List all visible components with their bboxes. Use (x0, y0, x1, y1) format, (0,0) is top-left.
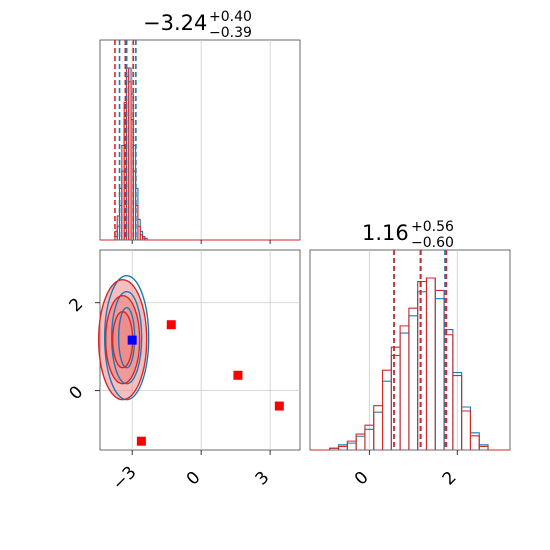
ytick-label-param-2: 0 (66, 382, 88, 404)
xtick-label-param-2: 0 (351, 468, 373, 490)
contour-line-blue (103, 274, 150, 401)
contour-line-red (97, 278, 148, 401)
title-param-1-median: −3.24 (143, 11, 207, 35)
panel-bottom-right-frame (309, 249, 511, 451)
marker-square (136, 436, 146, 446)
marker-square (166, 320, 176, 330)
hist-param-1-red (100, 67, 300, 241)
contour-line-red (104, 294, 141, 385)
xtick-label-param-1: 3 (252, 468, 274, 490)
hist-param-2-red (310, 277, 510, 451)
hist-param-2-blue (310, 277, 510, 451)
xtick-label-param-1: −3 (109, 463, 141, 495)
title-param-1-plus: +0.40 (209, 9, 252, 25)
xtick-label-param-2: 2 (439, 468, 461, 490)
contour-fill-red (112, 311, 133, 368)
title-param-2: 1.16 +0.56 −0.60 (362, 219, 454, 251)
xtick-label-param-1: 0 (183, 468, 205, 490)
contour-line-blue (110, 290, 143, 385)
title-param-1: −3.24 +0.40 −0.39 (143, 9, 252, 41)
panel-bottom-right (309, 249, 511, 451)
title-param-2-median: 1.16 (362, 221, 409, 245)
title-param-2-plus: +0.56 (411, 219, 454, 235)
marker-square (127, 335, 137, 345)
title-param-1-minus: −0.39 (209, 25, 252, 41)
title-param-2-minus: −0.60 (411, 235, 454, 251)
ytick-label-param-2: 2 (66, 294, 88, 316)
marker-square (233, 370, 243, 380)
marker-square (274, 401, 284, 411)
